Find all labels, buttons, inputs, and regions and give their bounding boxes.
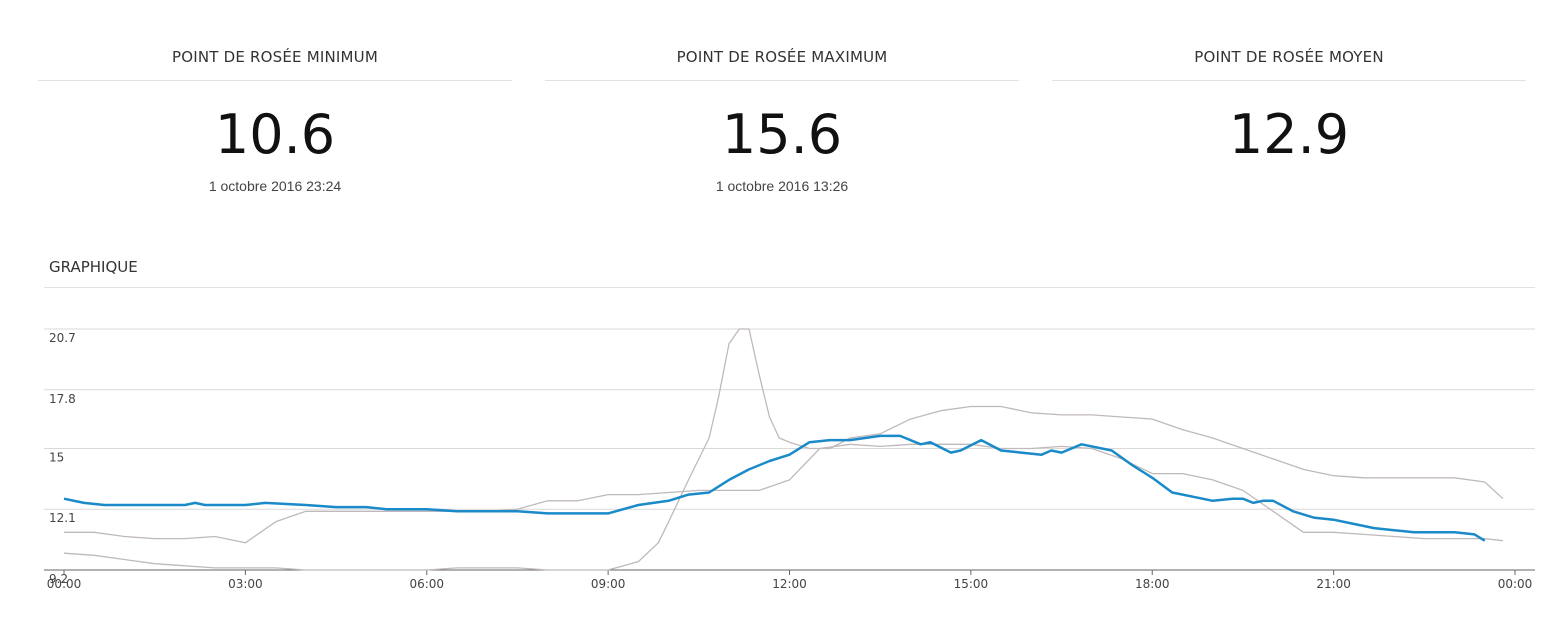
y-tick-label: 20.7 <box>49 331 76 345</box>
x-tick-label: 12:00 <box>772 577 807 591</box>
x-tick-label: 06:00 <box>409 577 444 591</box>
stat-max-value: 15.6 <box>721 103 843 166</box>
stat-min-date: 1 octobre 2016 23:24 <box>208 178 342 194</box>
dewpoint-chart: 20.7 17.8 15 12.1 9.2 00:00 03:00 06:00 09:00 12… <box>44 328 1535 591</box>
x-tick-label: 00:00 <box>47 577 82 591</box>
y-tick-label: 9.2 <box>49 572 68 586</box>
series-line-main <box>63 434 1486 542</box>
y-tick-label: 12.1 <box>49 511 76 525</box>
stat-min-title: POINT DE ROSÉE MINIMUM <box>172 48 378 66</box>
chart-y-ticks: 20.7 17.8 15 12.1 9.2 <box>49 331 76 586</box>
stat-max-title: POINT DE ROSÉE MAXIMUM <box>676 48 888 66</box>
chart-lines <box>63 328 1504 571</box>
stat-avg-title: POINT DE ROSÉE MOYEN <box>1194 48 1384 66</box>
stat-avg-value: 12.9 <box>1228 103 1350 166</box>
stat-max-date: 1 octobre 2016 13:26 <box>715 178 849 194</box>
y-tick-label: 17.8 <box>49 392 76 406</box>
x-tick-label: 15:00 <box>954 577 989 591</box>
x-tick-label: 18:00 <box>1135 577 1170 591</box>
chart-grid <box>44 328 1535 571</box>
y-tick-label: 15 <box>49 450 64 464</box>
x-tick-label: 21:00 <box>1316 577 1351 591</box>
x-tick-label: 09:00 <box>591 577 626 591</box>
graph-title: GRAPHIQUE <box>49 258 138 276</box>
series-line-secondary <box>63 328 1504 571</box>
x-tick-label: 03:00 <box>228 577 263 591</box>
x-tick-label: 00:00 <box>1498 577 1533 591</box>
chart-x-ticks: 00:00 03:00 06:00 09:00 12:00 15:00 18:00 21:00… <box>47 570 1533 591</box>
stat-max-divider <box>545 80 1019 81</box>
stat-min-divider <box>38 80 512 81</box>
series-line-secondary <box>64 443 1503 544</box>
stat-avg-divider <box>1052 80 1526 81</box>
stat-min-value: 10.6 <box>214 103 336 166</box>
graph-divider <box>44 287 1535 288</box>
